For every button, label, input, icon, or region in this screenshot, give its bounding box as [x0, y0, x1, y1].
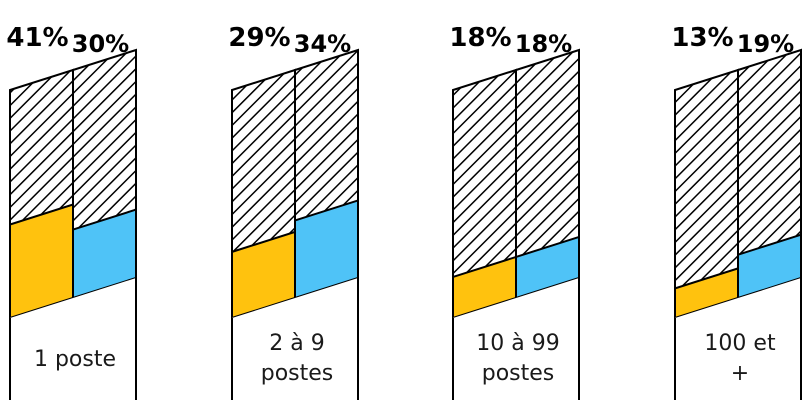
bar-group-4: 13% 19% 100 et +	[671, 23, 802, 400]
category-label: 1 poste	[34, 347, 116, 372]
category-label: 2 à 9 postes	[261, 331, 334, 386]
category-base	[675, 278, 801, 400]
bar-group-3: 18% 18% 10 à 99 postes	[449, 23, 580, 400]
data-label: 30%	[72, 30, 129, 58]
category-base	[10, 278, 136, 400]
data-label: 18%	[449, 23, 511, 53]
data-label: 18%	[515, 30, 572, 58]
data-label: 13%	[671, 23, 733, 53]
bar-group-2: 29% 34% 2 à 9 postes	[228, 23, 359, 400]
data-label: 19%	[737, 30, 794, 58]
bar-group-1: 41% 30% 1 poste	[6, 23, 137, 400]
category-label: 100 et +	[704, 331, 776, 386]
data-label: 34%	[294, 30, 351, 58]
data-label: 29%	[228, 23, 290, 53]
bar	[294, 199, 359, 300]
bar	[72, 208, 137, 300]
category-base	[453, 278, 579, 400]
bar	[515, 235, 580, 300]
category-base	[232, 278, 358, 400]
data-label: 41%	[6, 23, 68, 53]
bar	[737, 233, 802, 300]
category-label: 10 à 99 postes	[476, 331, 559, 386]
bar	[9, 203, 74, 320]
